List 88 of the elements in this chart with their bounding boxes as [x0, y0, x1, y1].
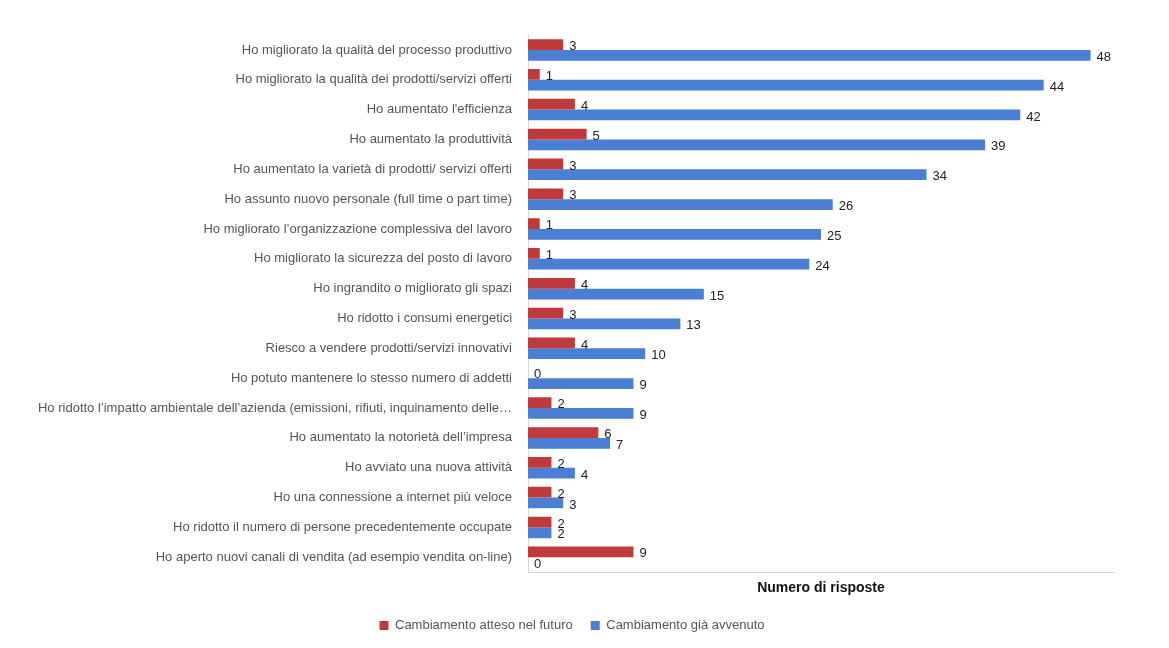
bar [528, 467, 575, 479]
bar [528, 378, 634, 389]
bar [528, 128, 587, 140]
bar [528, 437, 611, 449]
y-tick-label: Ho ingrandito o migliorato gli spazi [313, 280, 513, 296]
data-label: 13 [686, 317, 701, 333]
legend-label: Cambiamento atteso nel futuro [394, 617, 573, 633]
data-label: 39 [991, 138, 1006, 154]
data-label: 3 [569, 38, 577, 54]
data-label: 25 [827, 227, 842, 243]
bar [528, 79, 1044, 91]
bar [528, 98, 575, 110]
y-tick-label: Ho migliorato la qualità dei prodotti/servizi offerti [235, 71, 513, 87]
data-label: 3 [569, 187, 577, 203]
bar [528, 527, 552, 539]
y-tick-label: Ho aumentato l'efficienza [366, 101, 513, 117]
data-label: 2 [557, 396, 565, 412]
bar [528, 218, 540, 229]
bar [528, 277, 575, 289]
y-tick-label: Riesco a vendere prodotti/servizi innovativi [265, 339, 513, 355]
data-label: 1 [545, 247, 553, 263]
bar [528, 348, 646, 360]
bar [528, 69, 540, 80]
data-label: 1 [545, 67, 553, 83]
data-label: 9 [639, 407, 647, 423]
y-tick-label: Ho ridotto l’impatto ambientale dell’azienda (emissioni, rifiuti, inquinamento delle… [37, 399, 513, 415]
bar [528, 427, 599, 438]
data-label: 9 [639, 377, 647, 393]
bar [528, 497, 564, 509]
data-label: 6 [604, 426, 612, 442]
y-tick-label: Ho aumentato la varietà di prodotti/ servizi offerti [233, 160, 513, 176]
y-tick-label: Ho ridotto i consumi energetici [337, 310, 513, 326]
bar [528, 109, 1021, 121]
y-tick-label: Ho migliorato l’organizzazione complessiva del lavoro [203, 220, 513, 236]
data-label: 0 [534, 556, 542, 572]
bar [528, 139, 986, 151]
data-label: 2 [557, 455, 565, 471]
bar [528, 39, 564, 50]
data-label: 2 [557, 485, 565, 501]
y-tick-label: Ho migliorato la sicurezza del posto di lavoro [254, 250, 513, 266]
y-tick-label: Ho potuto mantenere lo stesso numero di addetti [230, 369, 513, 385]
bar [528, 288, 704, 300]
bar [528, 318, 681, 330]
bar [528, 248, 540, 259]
bar [528, 258, 810, 270]
bar [528, 188, 564, 200]
y-tick-label: Ho aumentato la produttività [349, 131, 513, 147]
data-label: 3 [569, 496, 577, 512]
legend-label: Cambiamento già avvenuto [606, 617, 765, 633]
bar [528, 199, 833, 210]
data-label: 3 [569, 306, 577, 322]
data-label: 9 [639, 545, 647, 561]
y-tick-label: Ho aperto nuovi canali di vendita (ad esempio vendita on-line) [155, 548, 513, 564]
y-tick-label: Ho ridotto il numero di persone precedentemente occupate [173, 519, 513, 535]
data-label: 1 [545, 217, 553, 233]
bar [528, 546, 634, 558]
bar [528, 337, 575, 349]
data-label: 44 [1049, 78, 1065, 94]
y-tick-label: Ho migliorato la qualità del processo produttivo [241, 41, 513, 57]
bar [528, 49, 1091, 61]
bar [528, 486, 552, 498]
bar [528, 397, 552, 409]
data-label: 4 [580, 336, 589, 352]
bar [528, 457, 552, 468]
data-label: 4 [580, 97, 589, 113]
data-label: 26 [838, 198, 854, 214]
bar [528, 307, 564, 319]
data-label: 0 [534, 366, 542, 382]
data-label: 10 [651, 347, 666, 363]
bar [528, 158, 564, 170]
y-tick-label: Ho assunto nuovo personale (full time o part time) [224, 190, 513, 206]
x-axis-title: Numero di risposte [757, 579, 885, 596]
data-label: 48 [1096, 48, 1112, 64]
data-label: 24 [815, 257, 830, 273]
data-label: 3 [569, 157, 577, 173]
data-label: 15 [709, 287, 725, 303]
y-tick-label: Ho avviato una nuova attività [345, 459, 513, 475]
data-label: 7 [616, 436, 624, 452]
data-label: 4 [580, 276, 589, 292]
y-tick-label: Ho una connessione a internet più veloce [273, 489, 513, 505]
bar [528, 408, 634, 419]
bar [528, 228, 822, 240]
y-tick-label: Ho aumentato la notorietà dell’impresa [289, 429, 513, 445]
bar [528, 169, 927, 181]
data-label: 34 [932, 168, 947, 184]
data-label: 42 [1026, 108, 1041, 124]
data-label: 5 [592, 127, 600, 143]
data-label: 4 [580, 466, 589, 482]
